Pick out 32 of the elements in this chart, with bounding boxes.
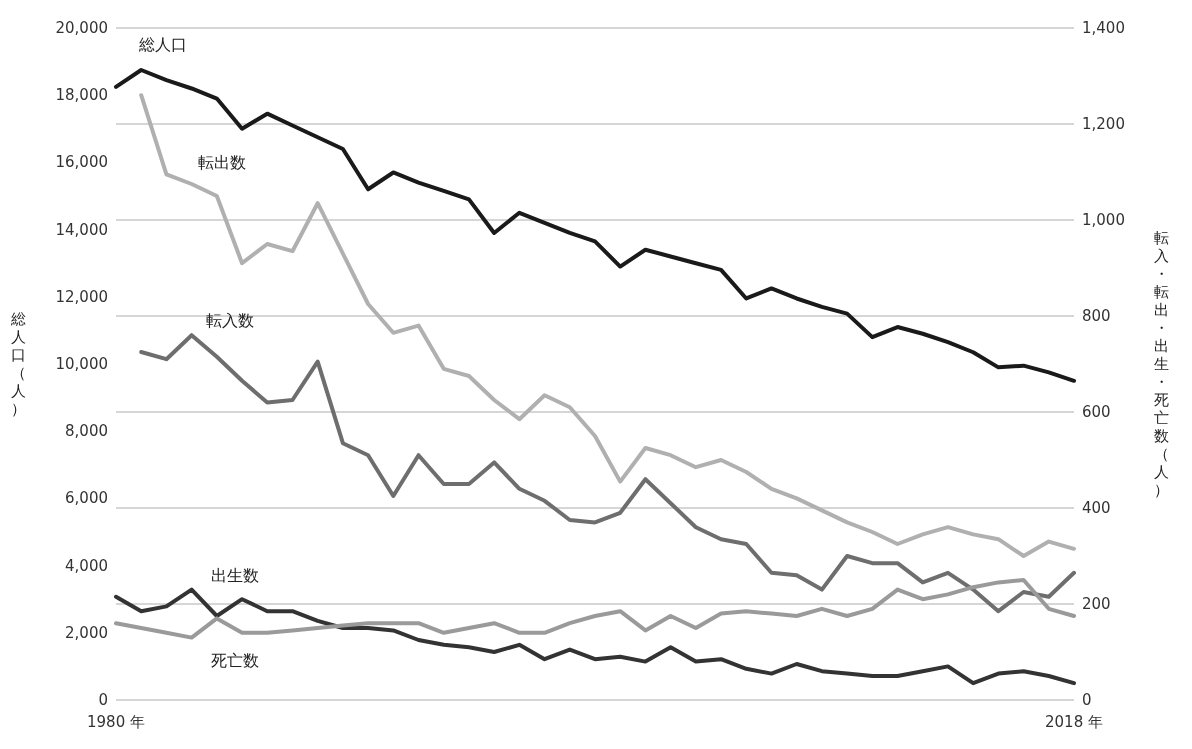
y2-tick-label: 800 <box>1082 307 1111 325</box>
y-tick-label: 4,000 <box>65 556 108 575</box>
line-series <box>139 93 1076 558</box>
y2-tick-label: 1,000 <box>1082 211 1125 229</box>
y-tick-label: 2,000 <box>65 623 108 642</box>
series-label: 出生数 <box>210 566 259 586</box>
y-tick-label: 8,000 <box>65 422 108 441</box>
y2-tick-label: 400 <box>1082 499 1111 517</box>
x-tick-label: 2018 年 <box>1045 712 1103 731</box>
series-label: 転入数 <box>205 310 254 330</box>
text: 転入・転出・出生・死亡数（人） <box>1154 229 1169 499</box>
y-tick-label: 18,000 <box>55 86 108 105</box>
y-tick-label: 20,000 <box>55 19 108 37</box>
y-tick-label: 6,000 <box>65 489 108 508</box>
line-series <box>139 333 1076 614</box>
y-tick-label: 0 <box>98 691 108 709</box>
y2-tick-label: 1,400 <box>1082 19 1125 37</box>
y-tick-label: 14,000 <box>55 220 108 239</box>
series-label: 総人口 <box>138 34 188 54</box>
line-series <box>114 68 1076 383</box>
series-label: 転出数 <box>197 152 246 172</box>
y2-tick-label: 0 <box>1082 691 1092 709</box>
y-axis-title: 総人口（人） <box>10 310 26 418</box>
y2-tick-label: 1,200 <box>1082 115 1125 133</box>
y2-tick-label: 600 <box>1082 403 1111 421</box>
x-tick-label: 1980 年 <box>87 712 145 731</box>
y-tick-label: 12,000 <box>55 287 108 306</box>
y-tick-label: 10,000 <box>55 355 108 373</box>
series-label: 死亡数 <box>210 651 259 671</box>
y-tick-label: 16,000 <box>55 153 108 172</box>
line-series <box>114 587 1076 686</box>
y2-tick-label: 200 <box>1082 595 1111 613</box>
